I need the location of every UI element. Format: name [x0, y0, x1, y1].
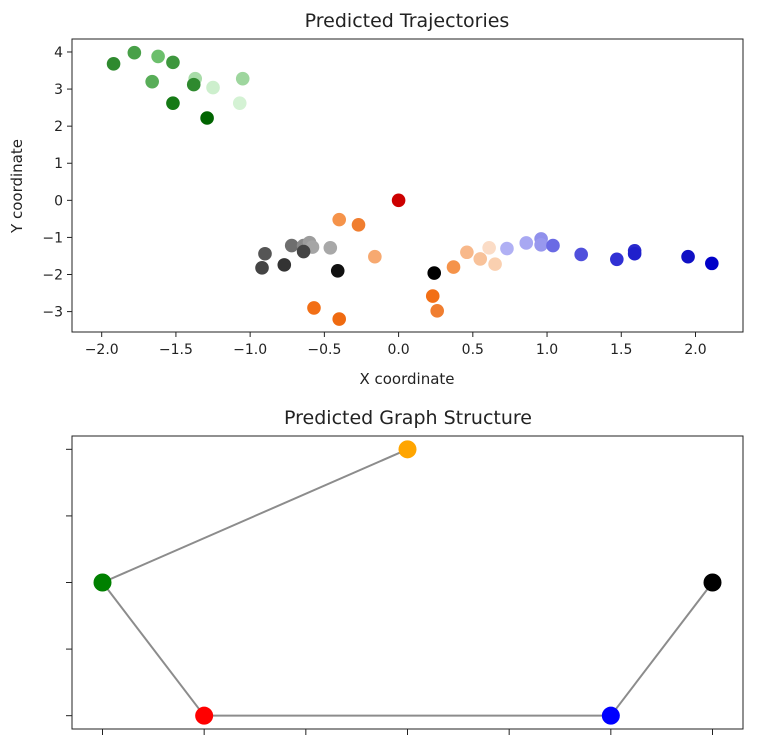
green-trajectory-point: [232, 96, 247, 110]
graph-edge-green-red: [101, 581, 205, 717]
x-tick-label: 1.0: [536, 342, 558, 358]
green-trajectory-point: [206, 80, 220, 95]
gray-trajectory-point: [323, 241, 338, 255]
y-tick-label: −1: [42, 230, 63, 246]
blue-trajectory-point: [574, 247, 588, 262]
y-tick-label: 2: [54, 119, 63, 135]
gray-trajectory-point: [255, 261, 269, 275]
x-tick-label: −1.5: [159, 342, 193, 358]
blue-trajectory-point: [519, 236, 534, 250]
trajectories-subplot: Predicted Trajectories −2.0 −1.5 −1.0 −0.5 0…: [8, 10, 744, 388]
green-trajectory-point: [145, 74, 159, 89]
green-trajectory-point: [186, 77, 201, 92]
trajectories-axes-frame: [71, 38, 744, 333]
trajectories-xlabel: X coordinate: [359, 370, 454, 388]
trajectories-ylabel: Y coordinate: [8, 139, 26, 234]
x-tick-label: −2.0: [85, 342, 119, 358]
orange-trajectory-point: [446, 260, 461, 274]
gray-trajectory-point: [258, 246, 272, 261]
green-trajectory-point: [151, 49, 165, 64]
graph-node-red: [195, 706, 214, 725]
trajectories-points: [106, 45, 719, 326]
green-trajectory-point: [106, 57, 121, 71]
green-trajectory-point: [235, 71, 250, 86]
graph-subplot: Predicted Graph Structure: [66, 407, 744, 735]
orange-trajectory-point: [307, 301, 321, 315]
x-tick-label: 0.5: [462, 342, 484, 358]
graph-node-orange: [398, 440, 417, 459]
gray-trajectory-point: [427, 266, 442, 280]
y-tick-label: −2: [42, 268, 63, 284]
blue-trajectory-point: [546, 238, 560, 253]
green-trajectory-point: [166, 96, 180, 110]
blue-trajectory-point: [610, 252, 624, 267]
blue-trajectory-point: [500, 241, 514, 256]
x-tick-label: −0.5: [307, 342, 341, 358]
trajectories-ticks: −2.0 −1.5 −1.0 −0.5 0.0 0.5 1.0 1.5 2.0 4 3 2 1 0 −1 −2…: [42, 45, 706, 358]
orange-trajectory-point: [473, 252, 488, 266]
graph-axes-frame: [71, 435, 744, 730]
y-tick-label: 3: [54, 82, 63, 98]
blue-trajectory-point: [627, 246, 642, 261]
x-tick-label: 1.5: [610, 342, 632, 358]
green-trajectory-point: [166, 55, 180, 70]
gray-trajectory-point: [296, 244, 311, 259]
graph-node-black: [703, 573, 722, 592]
orange-trajectory-point: [351, 218, 366, 232]
gray-trajectory-point: [277, 258, 292, 272]
x-tick-label: 0.0: [387, 342, 409, 358]
gray-trajectory-point: [284, 238, 299, 253]
blue-trajectory-point: [705, 256, 719, 271]
graph-ticks: [66, 448, 713, 735]
y-tick-label: −3: [42, 305, 63, 321]
graph-edge-orange-green: [102, 448, 408, 584]
x-tick-label: 2.0: [684, 342, 706, 358]
orange-trajectory-point: [460, 245, 474, 260]
orange-trajectory-point: [368, 249, 382, 264]
gray-trajectory-point: [330, 264, 345, 278]
graph-node-green: [93, 573, 112, 592]
orange-trajectory-point: [332, 212, 347, 227]
graph-title: Predicted Graph Structure: [284, 407, 532, 429]
orange-trajectory-point: [332, 312, 347, 326]
graph-node-blue: [601, 706, 620, 725]
green-trajectory-point: [127, 45, 142, 60]
graph-nodes: [93, 440, 722, 725]
y-tick-label: 1: [54, 156, 63, 172]
orange-trajectory-point: [425, 289, 440, 303]
blue-trajectory-point: [534, 238, 548, 252]
y-tick-label: 4: [54, 45, 63, 61]
blue-trajectory-point: [681, 249, 695, 264]
x-tick-label: −1.0: [233, 342, 267, 358]
orange-trajectory-point: [430, 304, 444, 318]
graph-edges: [101, 448, 714, 717]
green-trajectory-point: [200, 111, 214, 125]
orange-trajectory-point: [482, 241, 496, 255]
graph-edge-blue-black: [610, 581, 714, 717]
trajectories-title: Predicted Trajectories: [305, 10, 510, 32]
y-tick-label: 0: [54, 193, 63, 209]
red-trajectory-point: [391, 193, 406, 208]
orange-trajectory-point: [488, 257, 502, 271]
